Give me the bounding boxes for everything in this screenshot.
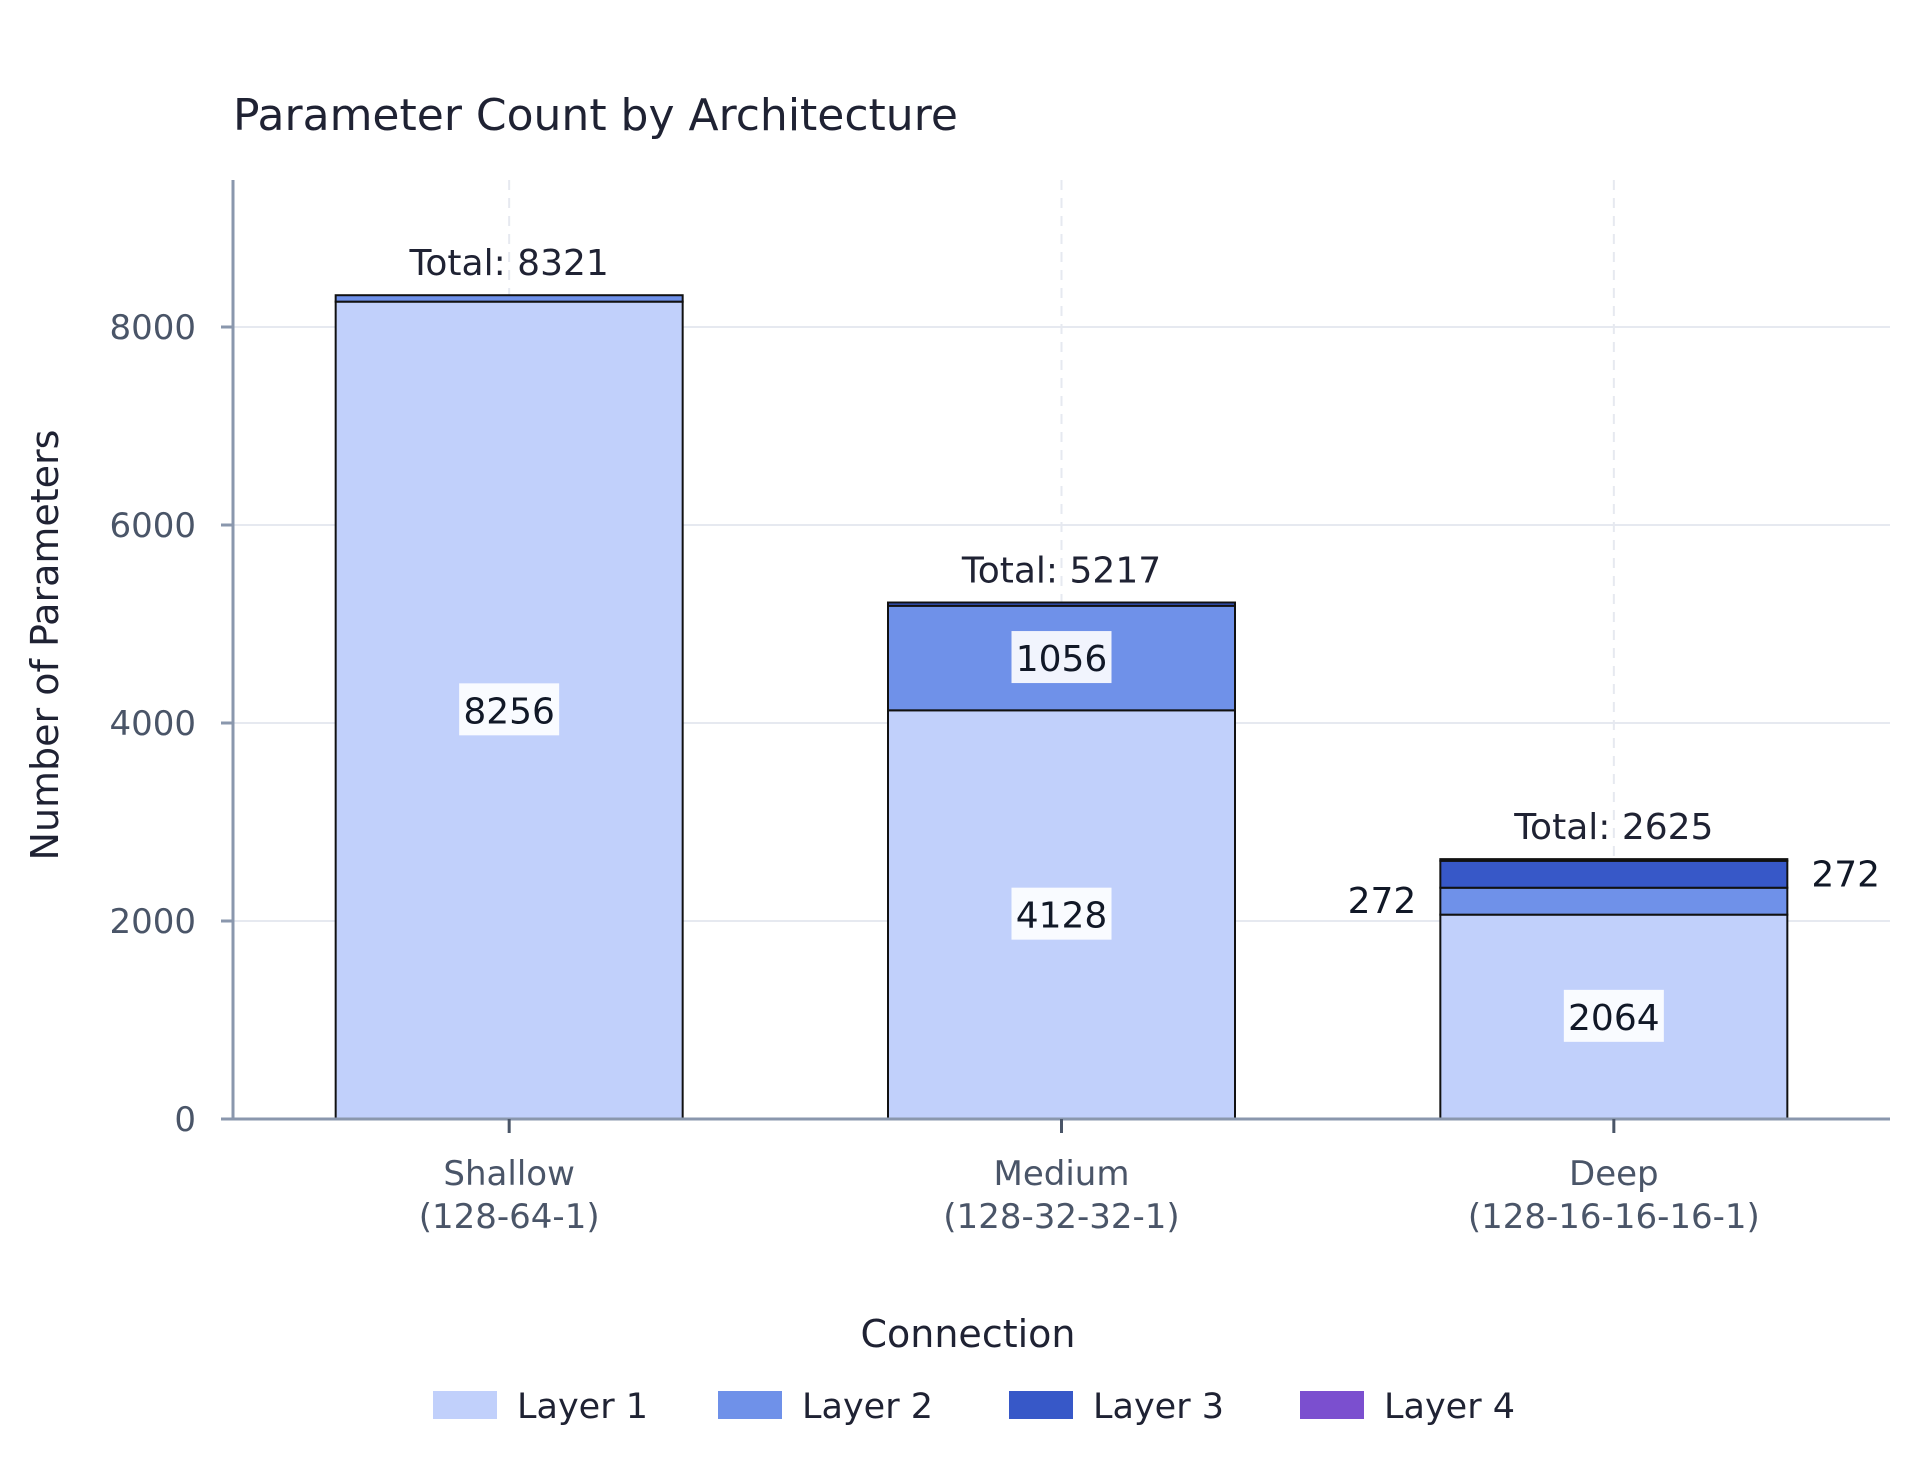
data-label-box bbox=[1011, 631, 1112, 684]
total-label: Total: 8321 bbox=[409, 243, 609, 284]
x-tick-label: (128-16-16-16-1) bbox=[1468, 1197, 1760, 1237]
data-label: 2064 bbox=[1568, 998, 1660, 1039]
legend: Connection Layer 1 Layer 2 Layer 3 Layer 4 bbox=[433, 1312, 1515, 1427]
data-label: 8256 bbox=[463, 691, 555, 732]
legend-swatch bbox=[718, 1391, 782, 1419]
legend-label: Layer 2 bbox=[802, 1387, 933, 1427]
data-labels: Total: 8321 Total: 5217 Total: 2625 8256 412… bbox=[409, 243, 1880, 1042]
total-label: Total: 5217 bbox=[961, 551, 1161, 592]
y-tick-label: 0 bbox=[174, 1100, 196, 1140]
data-label-box bbox=[459, 683, 560, 736]
data-label: 1056 bbox=[1016, 639, 1108, 680]
legend-swatch bbox=[1009, 1391, 1073, 1419]
x-tick-label: (128-32-32-1) bbox=[943, 1197, 1179, 1237]
y-tick-label: 2000 bbox=[109, 902, 196, 942]
data-label: 272 bbox=[1348, 881, 1417, 922]
legend-label: Layer 1 bbox=[517, 1387, 648, 1427]
x-tick-label: Shallow bbox=[443, 1154, 574, 1194]
axes: 0 2000 4000 6000 8000 Shallow(128-64-1) Medium… bbox=[109, 180, 1890, 1237]
y-axis-title: Number of Parameters bbox=[23, 430, 67, 861]
legend-swatch bbox=[433, 1391, 497, 1419]
y-tick-label: 4000 bbox=[109, 704, 196, 744]
chart-title: Parameter Count by Architecture bbox=[233, 90, 958, 141]
data-label-box bbox=[1011, 887, 1112, 940]
data-label: 272 bbox=[1811, 854, 1880, 895]
legend-label: Layer 3 bbox=[1093, 1387, 1224, 1427]
y-tick-label: 6000 bbox=[109, 506, 196, 546]
x-tick-label: Deep bbox=[1569, 1154, 1659, 1194]
legend-swatch bbox=[1300, 1391, 1364, 1419]
bar-segment bbox=[334, 294, 684, 303]
data-label: 4128 bbox=[1016, 896, 1108, 937]
data-label-box bbox=[1563, 989, 1664, 1042]
x-tick-label: (128-64-1) bbox=[419, 1197, 600, 1237]
bar-segment bbox=[887, 601, 1236, 607]
y-tick-label: 8000 bbox=[109, 308, 196, 348]
legend-label: Layer 4 bbox=[1384, 1387, 1515, 1427]
x-tick-label: Medium bbox=[994, 1154, 1130, 1194]
bar-segment bbox=[1439, 859, 1789, 889]
total-label: Total: 2625 bbox=[1513, 807, 1713, 848]
bar-segment bbox=[1439, 886, 1789, 916]
bar-segment bbox=[1439, 858, 1789, 862]
legend-title: Connection bbox=[860, 1312, 1075, 1356]
